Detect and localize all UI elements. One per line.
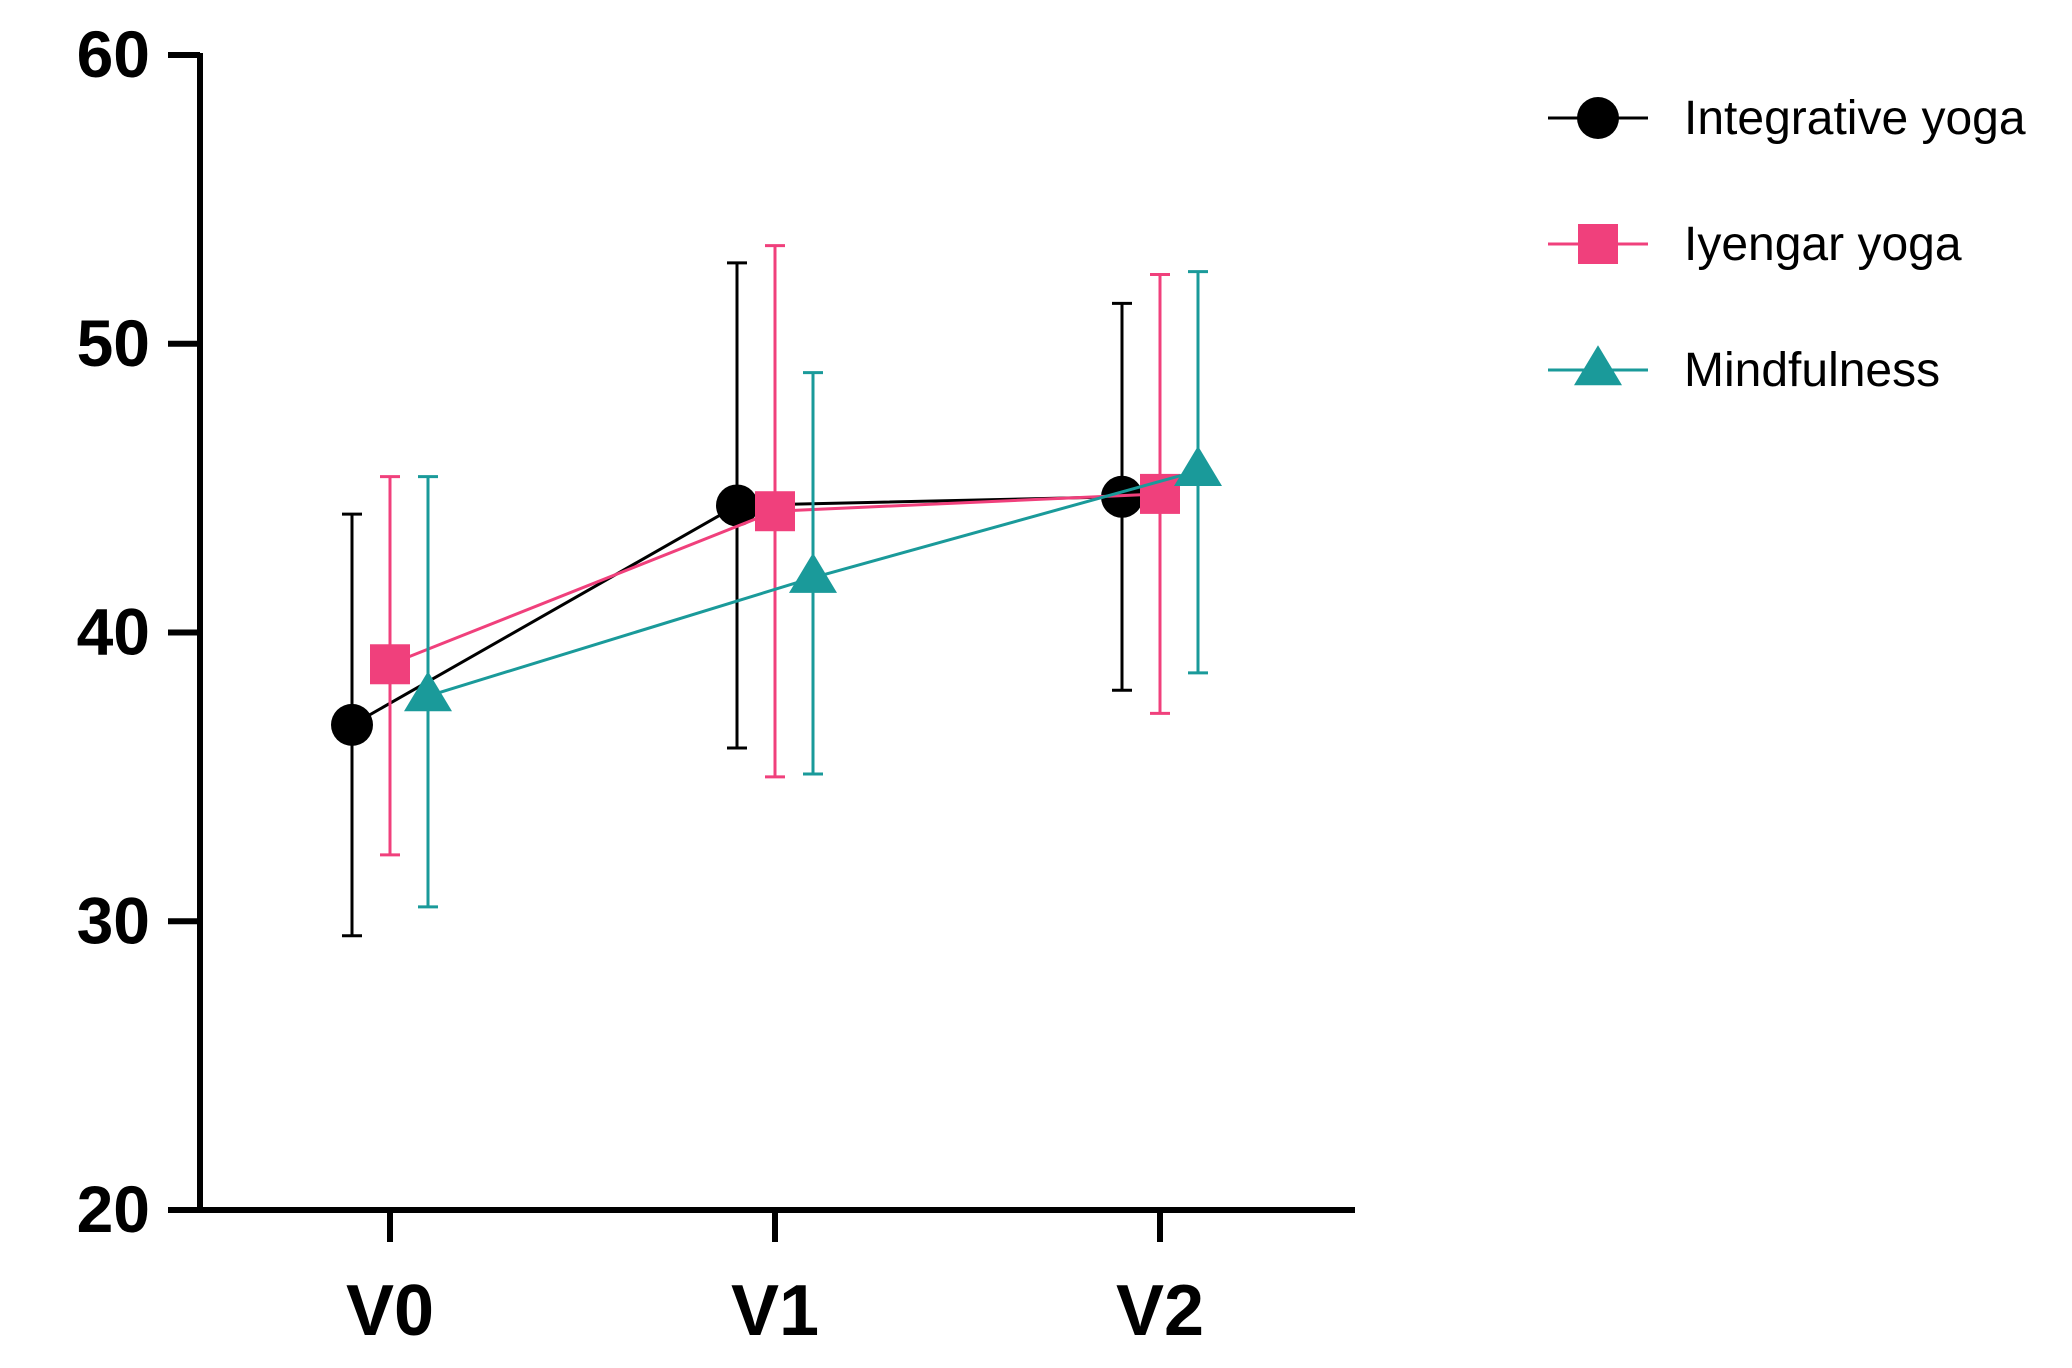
x-tick-label: V0 xyxy=(346,1271,434,1351)
legend-item: Mindfulness xyxy=(1548,344,1940,397)
x-tick-label: V2 xyxy=(1116,1271,1204,1351)
data-point xyxy=(789,552,837,593)
legend-item: Integrative yoga xyxy=(1548,92,2026,145)
axes: 20 30 40 50 60 V0 V1 V2 xyxy=(77,17,1355,1351)
y-tick-label: 50 xyxy=(77,306,150,380)
data-point xyxy=(331,703,373,746)
legend-label: Integrative yoga xyxy=(1684,92,2026,145)
y-tick-label: 30 xyxy=(77,883,150,957)
legend-marker xyxy=(1574,345,1622,386)
series-layer xyxy=(331,244,1222,938)
legend-marker xyxy=(1578,224,1618,264)
y-tick-label: 20 xyxy=(77,1172,150,1246)
data-point xyxy=(1174,446,1222,486)
series-mindfulness xyxy=(404,270,1222,909)
series-iyengar-yoga xyxy=(370,244,1180,857)
legend-label: Iyengar yoga xyxy=(1684,218,1962,271)
legend: Integrative yoga Iyengar yoga Mindfulness xyxy=(1548,92,2026,397)
legend-label: Mindfulness xyxy=(1684,344,1940,397)
series-integrative-yoga xyxy=(331,261,1143,938)
x-tick-label: V1 xyxy=(731,1271,819,1351)
data-point xyxy=(755,491,795,532)
legend-marker xyxy=(1577,97,1619,139)
data-point xyxy=(716,484,758,527)
y-tick-label: 40 xyxy=(77,595,150,669)
data-point xyxy=(370,644,410,685)
data-point xyxy=(404,671,452,712)
legend-item: Iyengar yoga xyxy=(1548,218,1962,271)
y-tick-label: 60 xyxy=(77,17,150,91)
